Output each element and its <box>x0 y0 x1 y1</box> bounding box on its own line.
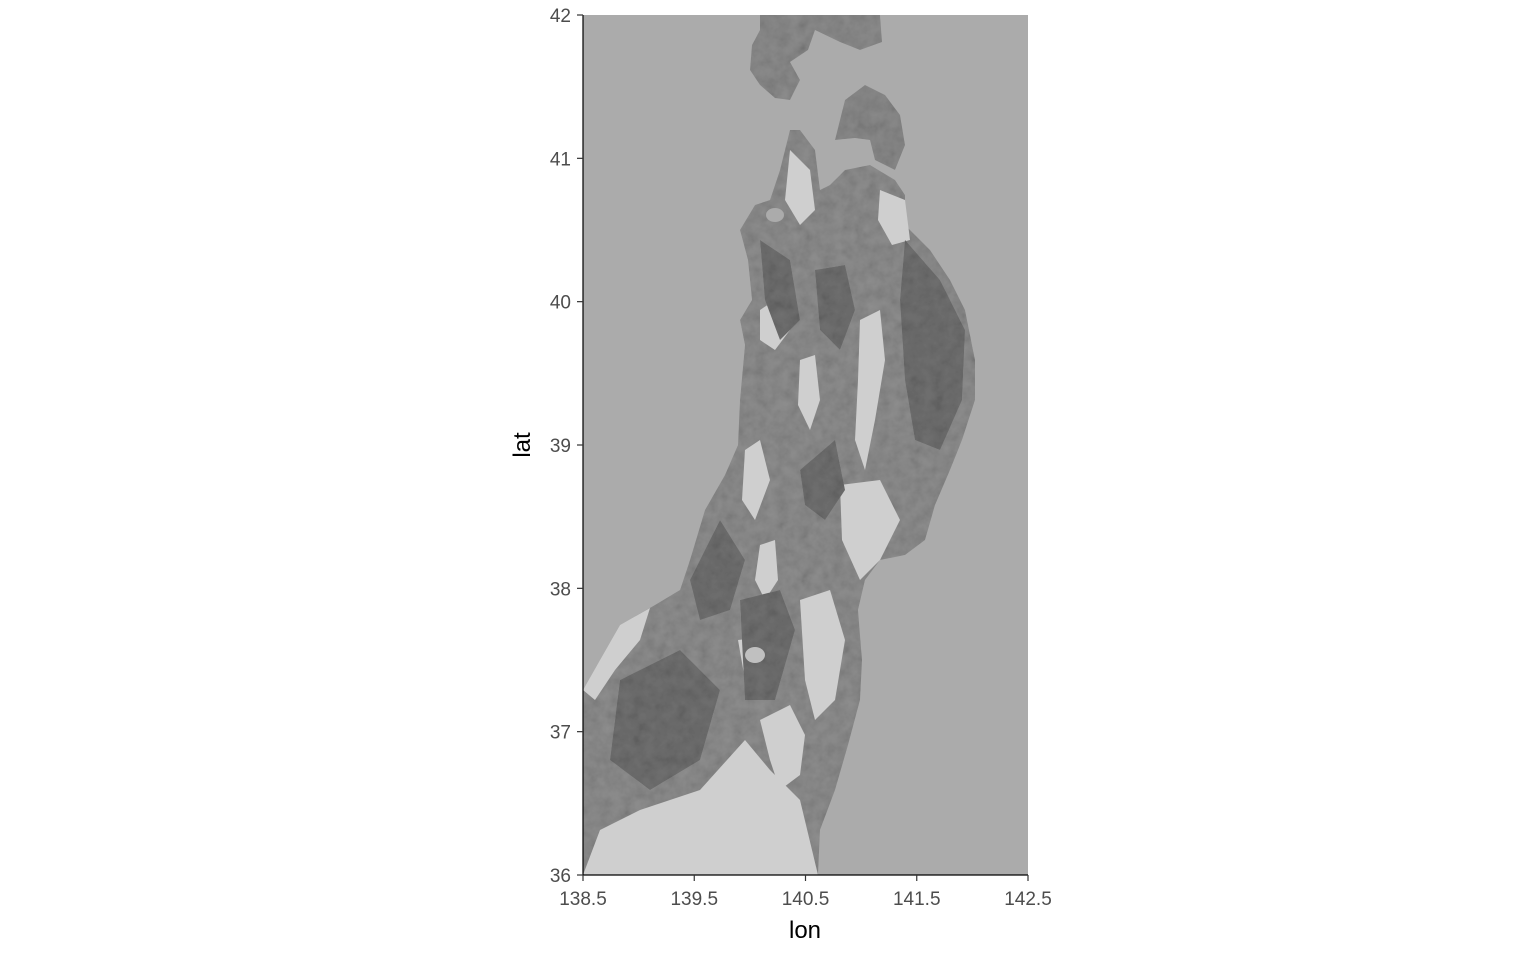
x-tick-label: 140.5 <box>782 889 830 910</box>
land-hokkaido <box>750 15 882 100</box>
y-tick-label: 36 <box>550 866 571 887</box>
x-axis-title: lon <box>789 917 821 944</box>
y-tick-label: 41 <box>550 149 571 170</box>
x-tick-label: 139.5 <box>670 889 718 910</box>
y-tick-label: 40 <box>550 293 571 314</box>
y-tick-label: 38 <box>550 579 571 600</box>
map-raster <box>583 15 975 875</box>
mountain-ridges <box>610 240 965 790</box>
y-tick-label: 42 <box>550 6 571 27</box>
lake-inawashiro <box>745 647 765 663</box>
x-axis: 138.5 139.5 140.5 141.5 142.5 <box>559 874 1052 910</box>
x-tick-label: 142.5 <box>1004 889 1052 910</box>
y-tick-label: 39 <box>550 436 571 457</box>
y-axis-title: lat <box>509 432 536 458</box>
x-tick-label: 141.5 <box>893 889 941 910</box>
land-shimokita <box>835 85 905 170</box>
y-tick-label: 37 <box>550 723 571 744</box>
y-axis: 36 37 38 39 40 41 42 <box>550 6 584 887</box>
lowland-plains <box>583 150 910 875</box>
x-tick-label: 138.5 <box>559 889 607 910</box>
lake-towada <box>766 208 784 222</box>
